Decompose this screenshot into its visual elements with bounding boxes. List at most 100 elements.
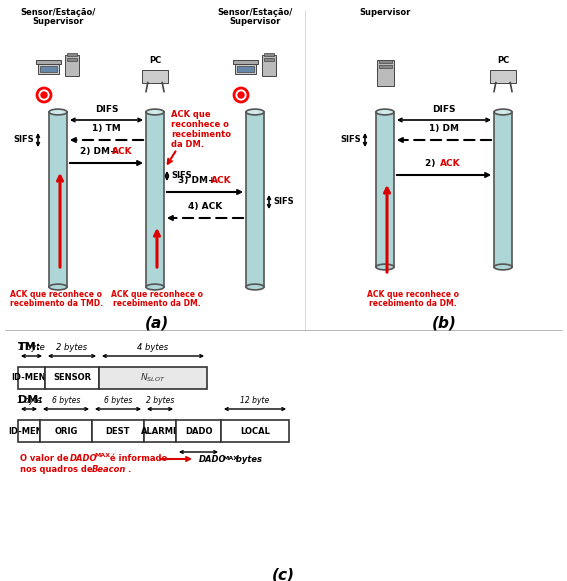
Text: 1 byte: 1 byte <box>17 396 41 405</box>
Text: ACK: ACK <box>112 147 133 156</box>
Text: reconhece o: reconhece o <box>171 120 229 129</box>
Text: 2 bytes: 2 bytes <box>57 343 87 352</box>
Text: ACK: ACK <box>211 176 231 185</box>
Text: DIFS: DIFS <box>432 105 456 114</box>
Text: ID-MENS: ID-MENS <box>9 426 49 436</box>
Text: ID-MENS: ID-MENS <box>11 374 52 382</box>
Text: SENSOR: SENSOR <box>53 374 91 382</box>
Text: 6 bytes: 6 bytes <box>52 396 80 405</box>
Text: ACK que reconhece o: ACK que reconhece o <box>10 290 102 299</box>
Bar <box>376 112 394 267</box>
Text: 2 bytes: 2 bytes <box>146 396 174 405</box>
Text: 12 byte: 12 byte <box>240 396 270 405</box>
Text: SIFS: SIFS <box>273 198 294 206</box>
Text: PC: PC <box>497 56 509 65</box>
Text: DADO: DADO <box>199 454 227 464</box>
Circle shape <box>234 88 248 102</box>
Bar <box>176 420 221 442</box>
Text: recebimento: recebimento <box>171 130 231 139</box>
Bar <box>40 66 57 72</box>
Text: DADO: DADO <box>185 426 212 436</box>
Text: ACK que reconhece o: ACK que reconhece o <box>367 290 459 299</box>
Bar <box>490 70 515 83</box>
Text: TM:: TM: <box>18 342 41 352</box>
Bar <box>379 65 391 68</box>
Bar <box>264 53 274 56</box>
Bar <box>142 70 168 83</box>
Text: 4) ACK: 4) ACK <box>188 202 222 211</box>
Text: é informado: é informado <box>107 454 167 463</box>
Text: Supervisor: Supervisor <box>359 8 411 17</box>
Bar <box>246 112 264 287</box>
Text: 3) DM+: 3) DM+ <box>178 176 216 185</box>
Ellipse shape <box>494 264 512 270</box>
Bar <box>221 420 289 442</box>
Text: LOCAL: LOCAL <box>240 426 270 436</box>
Ellipse shape <box>376 264 394 270</box>
Bar <box>36 60 61 64</box>
Text: ORIG: ORIG <box>54 426 78 436</box>
Bar <box>232 60 257 64</box>
Ellipse shape <box>246 109 264 115</box>
Text: Sensor/Estação/: Sensor/Estação/ <box>20 8 96 17</box>
Text: 2): 2) <box>425 159 439 168</box>
Bar <box>146 112 164 287</box>
Bar <box>67 53 77 56</box>
Text: recebimento da TMD.: recebimento da TMD. <box>10 299 103 308</box>
Text: 4 bytes: 4 bytes <box>137 343 168 352</box>
Circle shape <box>41 92 47 98</box>
Bar <box>65 55 79 76</box>
Text: nos quadros de: nos quadros de <box>20 465 95 474</box>
Bar <box>40 420 92 442</box>
Ellipse shape <box>146 109 164 115</box>
Text: SIFS: SIFS <box>340 135 361 145</box>
Text: SIFS: SIFS <box>14 135 34 145</box>
Text: Sensor/Estação/: Sensor/Estação/ <box>217 8 293 17</box>
Ellipse shape <box>494 109 512 115</box>
Text: .: . <box>127 465 130 474</box>
Text: ACK que: ACK que <box>171 110 210 119</box>
Circle shape <box>37 88 51 102</box>
Ellipse shape <box>146 284 164 290</box>
Text: SIFS: SIFS <box>171 171 192 181</box>
Bar <box>144 420 176 442</box>
Text: 1 byte: 1 byte <box>18 343 45 352</box>
Text: O valor de: O valor de <box>20 454 71 463</box>
Text: DM:: DM: <box>18 395 43 405</box>
Bar <box>45 367 99 389</box>
Text: MAX: MAX <box>222 456 238 461</box>
Bar <box>18 420 40 442</box>
Bar <box>235 64 256 74</box>
Text: 2) DM+: 2) DM+ <box>80 147 117 156</box>
Bar <box>18 367 45 389</box>
Text: ACK que reconhece o: ACK que reconhece o <box>111 290 203 299</box>
Ellipse shape <box>49 284 67 290</box>
Bar <box>67 59 77 62</box>
Text: MAX: MAX <box>94 453 110 458</box>
Text: Supervisor: Supervisor <box>229 17 281 26</box>
Bar <box>92 420 144 442</box>
Bar <box>379 60 391 63</box>
Text: Beacon: Beacon <box>92 465 126 474</box>
Text: (c): (c) <box>272 568 294 581</box>
Text: DADO: DADO <box>70 454 98 463</box>
Text: recebimento da DM.: recebimento da DM. <box>113 299 201 308</box>
Text: DIFS: DIFS <box>95 105 119 114</box>
Bar <box>262 55 276 76</box>
Text: 1) TM: 1) TM <box>92 124 121 133</box>
Text: 6 bytes: 6 bytes <box>104 396 132 405</box>
Text: recebimento da DM.: recebimento da DM. <box>369 299 457 308</box>
Text: DEST: DEST <box>106 426 130 436</box>
Text: 1) DM: 1) DM <box>429 124 459 133</box>
Text: (b): (b) <box>431 315 456 330</box>
Bar <box>49 112 67 287</box>
Text: bytes: bytes <box>233 454 262 464</box>
Ellipse shape <box>49 109 67 115</box>
Bar <box>494 112 512 267</box>
Ellipse shape <box>376 109 394 115</box>
Bar <box>99 367 207 389</box>
Text: da DM.: da DM. <box>171 140 204 149</box>
Text: (a): (a) <box>145 315 168 330</box>
Text: Supervisor: Supervisor <box>32 17 84 26</box>
Bar <box>37 64 58 74</box>
